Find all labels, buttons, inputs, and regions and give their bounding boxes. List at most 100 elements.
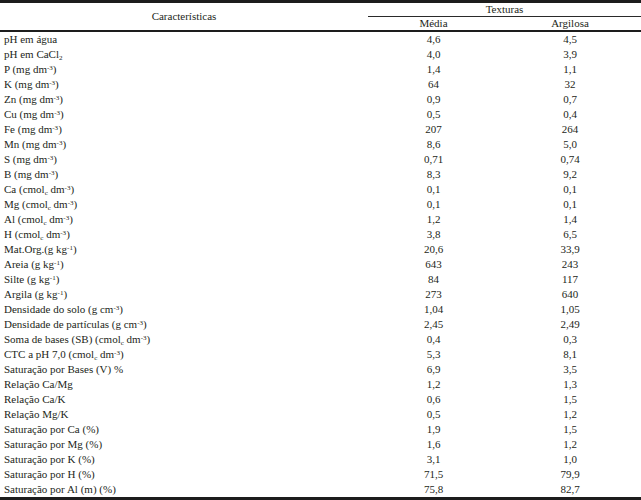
table-row: Saturação por Mg (%)1,61,2: [0, 437, 641, 452]
cell-media-value: 1,9: [368, 422, 499, 437]
cell-media-value: 64: [368, 77, 499, 92]
row-label: Ca (cmolc dm-3): [0, 182, 368, 197]
cell-media-value: 3,1: [368, 452, 499, 467]
cell-media-value: 20,6: [368, 242, 499, 257]
cell-media-value: 1,6: [368, 437, 499, 452]
superscript: -3: [63, 214, 69, 222]
cell-media-value: 4,6: [368, 31, 499, 47]
row-label: pH em água: [0, 31, 368, 47]
row-label: B (mg dm-3): [0, 167, 368, 182]
table-row: pH em água4,64,5: [0, 31, 641, 47]
subscript: c: [48, 204, 51, 212]
superscript: -3: [113, 304, 119, 312]
row-label: Relação Ca/Mg: [0, 377, 368, 392]
cell-argilosa-value: 33,9: [499, 242, 641, 257]
superscript: -3: [60, 229, 66, 237]
superscript: -1: [58, 289, 64, 297]
table-row: Mat.Org.(g kg-1)20,633,9: [0, 242, 641, 257]
row-label: Mg (cmolc dm-3): [0, 197, 368, 212]
cell-media-value: 1,04: [368, 302, 499, 317]
table-row: Zn (mg dm-3)0,90,7: [0, 92, 641, 107]
row-label: Saturação por H (%): [0, 467, 368, 482]
cell-media-value: 71,5: [368, 467, 499, 482]
superscript: -3: [52, 124, 58, 132]
cell-media-value: 643: [368, 257, 499, 272]
superscript: -3: [57, 139, 63, 147]
subscript: c: [45, 189, 48, 197]
soil-characteristics-table: Características Texturas Média Argilosa …: [0, 0, 641, 500]
row-label: Densidade do solo (g cm-3): [0, 302, 368, 317]
cell-media-value: 0,9: [368, 92, 499, 107]
table-row: Densidade de partículas (g cm-3)2,452,49: [0, 317, 641, 332]
table-row: Relação Mg/K0,51,2: [0, 407, 641, 422]
row-label: S (mg dm-3): [0, 152, 368, 167]
superscript: -3: [54, 94, 60, 102]
cell-argilosa-value: 79,9: [499, 467, 641, 482]
superscript: -3: [137, 319, 143, 327]
table-row: Soma de bases (SB) (cmolc dm-3)0,40,3: [0, 332, 641, 347]
cell-media-value: 0,5: [368, 107, 499, 122]
cell-media-value: 1,4: [368, 62, 499, 77]
superscript: -3: [114, 349, 120, 357]
cell-media-value: 0,1: [368, 197, 499, 212]
superscript: -1: [67, 244, 73, 252]
cell-media-value: 1,2: [368, 212, 499, 227]
cell-argilosa-value: 1,0: [499, 452, 641, 467]
table-row: Al (cmolc dm-3)1,21,4: [0, 212, 641, 227]
row-label: Relação Mg/K: [0, 407, 368, 422]
table-row: Areia (g kg-1)643243: [0, 257, 641, 272]
table-row: Relação Ca/Mg1,21,3: [0, 377, 641, 392]
table-body: pH em água4,64,5pH em CaCl24,03,9P (mg d…: [0, 31, 641, 499]
row-label: P (mg dm-3): [0, 62, 368, 77]
superscript: -3: [141, 334, 147, 342]
subscript: c: [121, 339, 124, 347]
table-row: Saturação por H (%)71,579,9: [0, 467, 641, 482]
cell-argilosa-value: 1,05: [499, 302, 641, 317]
superscript: -3: [49, 169, 55, 177]
row-label: CTC a pH 7,0 (cmolc dm-3): [0, 347, 368, 362]
table-row: Mg (cmolc dm-3)0,10,1: [0, 197, 641, 212]
table-row: Saturação por Ca (%)1,91,5: [0, 422, 641, 437]
cell-media-value: 207: [368, 122, 499, 137]
row-label: Relação Ca/K: [0, 392, 368, 407]
cell-media-value: 0,71: [368, 152, 499, 167]
row-label: Saturação por K (%): [0, 452, 368, 467]
cell-argilosa-value: 0,1: [499, 197, 641, 212]
table-row: Argila (g kg-1)273640: [0, 287, 641, 302]
cell-argilosa-value: 5,0: [499, 137, 641, 152]
superscript: -3: [47, 64, 53, 72]
cell-argilosa-value: 243: [499, 257, 641, 272]
cell-argilosa-value: 0,7: [499, 92, 641, 107]
row-label: Mn (mg dm-3): [0, 137, 368, 152]
table-row: Ca (cmolc dm-3)0,10,1: [0, 182, 641, 197]
table-row: pH em CaCl24,03,9: [0, 47, 641, 62]
row-label: Saturação por Mg (%): [0, 437, 368, 452]
superscript: -1: [54, 259, 60, 267]
table-row: P (mg dm-3)1,41,1: [0, 62, 641, 77]
cell-media-value: 0,6: [368, 392, 499, 407]
superscript: -3: [54, 109, 60, 117]
table-row: Saturação por Al (m) (%)75,882,7: [0, 482, 641, 499]
subscript: c: [40, 234, 43, 242]
table-row: B (mg dm-3)8,39,2: [0, 167, 641, 182]
row-label: Cu (mg dm-3): [0, 107, 368, 122]
row-label: H (cmolc dm-3): [0, 227, 368, 242]
cell-argilosa-value: 1,4: [499, 212, 641, 227]
cell-media-value: 0,4: [368, 332, 499, 347]
cell-argilosa-value: 3,9: [499, 47, 641, 62]
cell-argilosa-value: 1,2: [499, 437, 641, 452]
cell-argilosa-value: 32: [499, 77, 641, 92]
cell-argilosa-value: 117: [499, 272, 641, 287]
cell-argilosa-value: 6,5: [499, 227, 641, 242]
cell-argilosa-value: 0,74: [499, 152, 641, 167]
cell-argilosa-value: 0,4: [499, 107, 641, 122]
superscript: -3: [65, 184, 71, 192]
cell-media-value: 2,45: [368, 317, 499, 332]
table-header: Características Texturas Média Argilosa: [0, 2, 641, 32]
cell-media-value: 0,1: [368, 182, 499, 197]
cell-argilosa-value: 0,1: [499, 182, 641, 197]
cell-media-value: 8,3: [368, 167, 499, 182]
table-row: Fe (mg dm-3)207264: [0, 122, 641, 137]
row-label: K (mg dm-3): [0, 77, 368, 92]
table-row: CTC a pH 7,0 (cmolc dm-3)5,38,1: [0, 347, 641, 362]
